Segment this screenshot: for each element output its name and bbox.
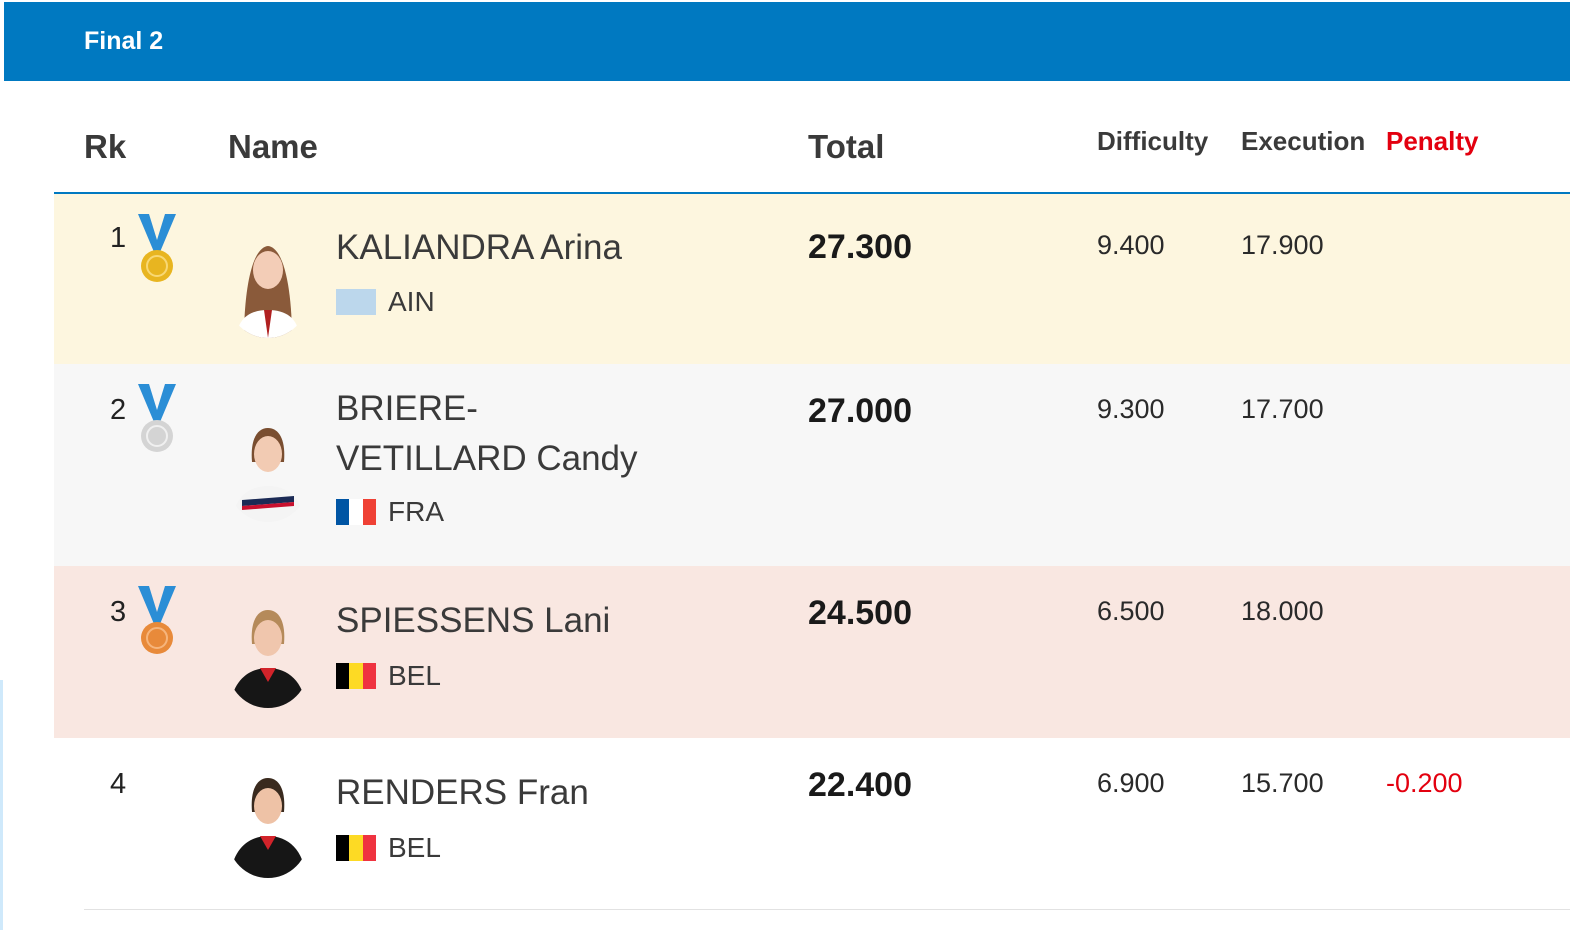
athlete-photo[interactable] [228,228,308,338]
silver-medal-icon [138,384,176,452]
country: AIN [336,286,435,318]
execution-score: 17.700 [1241,394,1324,424]
rank-value: 1 [110,222,127,254]
table-row[interactable]: 2 BRIERE-VETILLARD Candy FRA 27.000 9.30… [54,364,1570,566]
country-code: BEL [388,832,441,863]
left-accent-bar [0,680,3,930]
athlete-name[interactable]: BRIERE-VETILLARD Candy [336,389,638,478]
table-row[interactable]: 4 RENDERS Fran BEL 22.400 6.900 15.700 -… [84,738,1570,910]
total-score: 22.400 [808,766,912,804]
results-table: Rk Name Total Difficulty Execution Penal… [54,82,1570,910]
header-total[interactable]: Total [808,128,885,165]
athlete-photo[interactable] [228,412,308,522]
athlete-name[interactable]: RENDERS Fran [336,773,589,812]
table-header: Rk Name Total Difficulty Execution Penal… [54,82,1570,194]
country: BEL [336,832,441,864]
belgium-flag-icon [336,663,376,689]
execution-score: 17.900 [1241,230,1324,260]
header-execution[interactable]: Execution [1241,126,1366,156]
difficulty-score: 9.300 [1097,394,1165,424]
rank-value: 2 [110,394,127,426]
difficulty-score: 6.900 [1097,768,1165,798]
difficulty-score: 6.500 [1097,596,1165,626]
total-score: 27.000 [808,392,912,430]
penalty-score: -0.200 [1386,768,1463,798]
final-header-banner: Final 2 [4,2,1570,81]
france-flag-icon [336,499,376,525]
bronze-medal-icon [138,586,176,654]
rank-value: 4 [110,768,127,800]
total-score: 27.300 [808,228,912,266]
athlete-name[interactable]: SPIESSENS Lani [336,601,611,640]
rank-value: 3 [110,596,127,628]
difficulty-score: 9.400 [1097,230,1165,260]
country-code: BEL [388,660,441,691]
gold-medal-icon [138,214,176,282]
header-penalty[interactable]: Penalty [1386,126,1479,156]
execution-score: 15.700 [1241,768,1324,798]
belgium-flag-icon [336,835,376,861]
execution-score: 18.000 [1241,596,1324,626]
table-row[interactable]: 3 SPIESSENS Lani BEL 24.500 6.500 18.000 [54,566,1570,738]
header-name[interactable]: Name [228,128,318,165]
athlete-photo[interactable] [228,768,308,878]
total-score: 24.500 [808,594,912,632]
ain-flag-icon [336,289,376,315]
athlete-photo[interactable] [228,598,308,708]
country: BEL [336,660,441,692]
athlete-name[interactable]: KALIANDRA Arina [336,228,622,267]
country: FRA [336,496,444,528]
country-code: AIN [388,286,435,317]
country-code: FRA [388,496,444,527]
header-difficulty[interactable]: Difficulty [1097,126,1209,156]
final-title: Final 2 [84,27,164,55]
header-rank[interactable]: Rk [84,128,127,165]
table-row[interactable]: 1 KALIANDRA Arina AIN 27.300 9.400 17.90… [54,194,1570,364]
